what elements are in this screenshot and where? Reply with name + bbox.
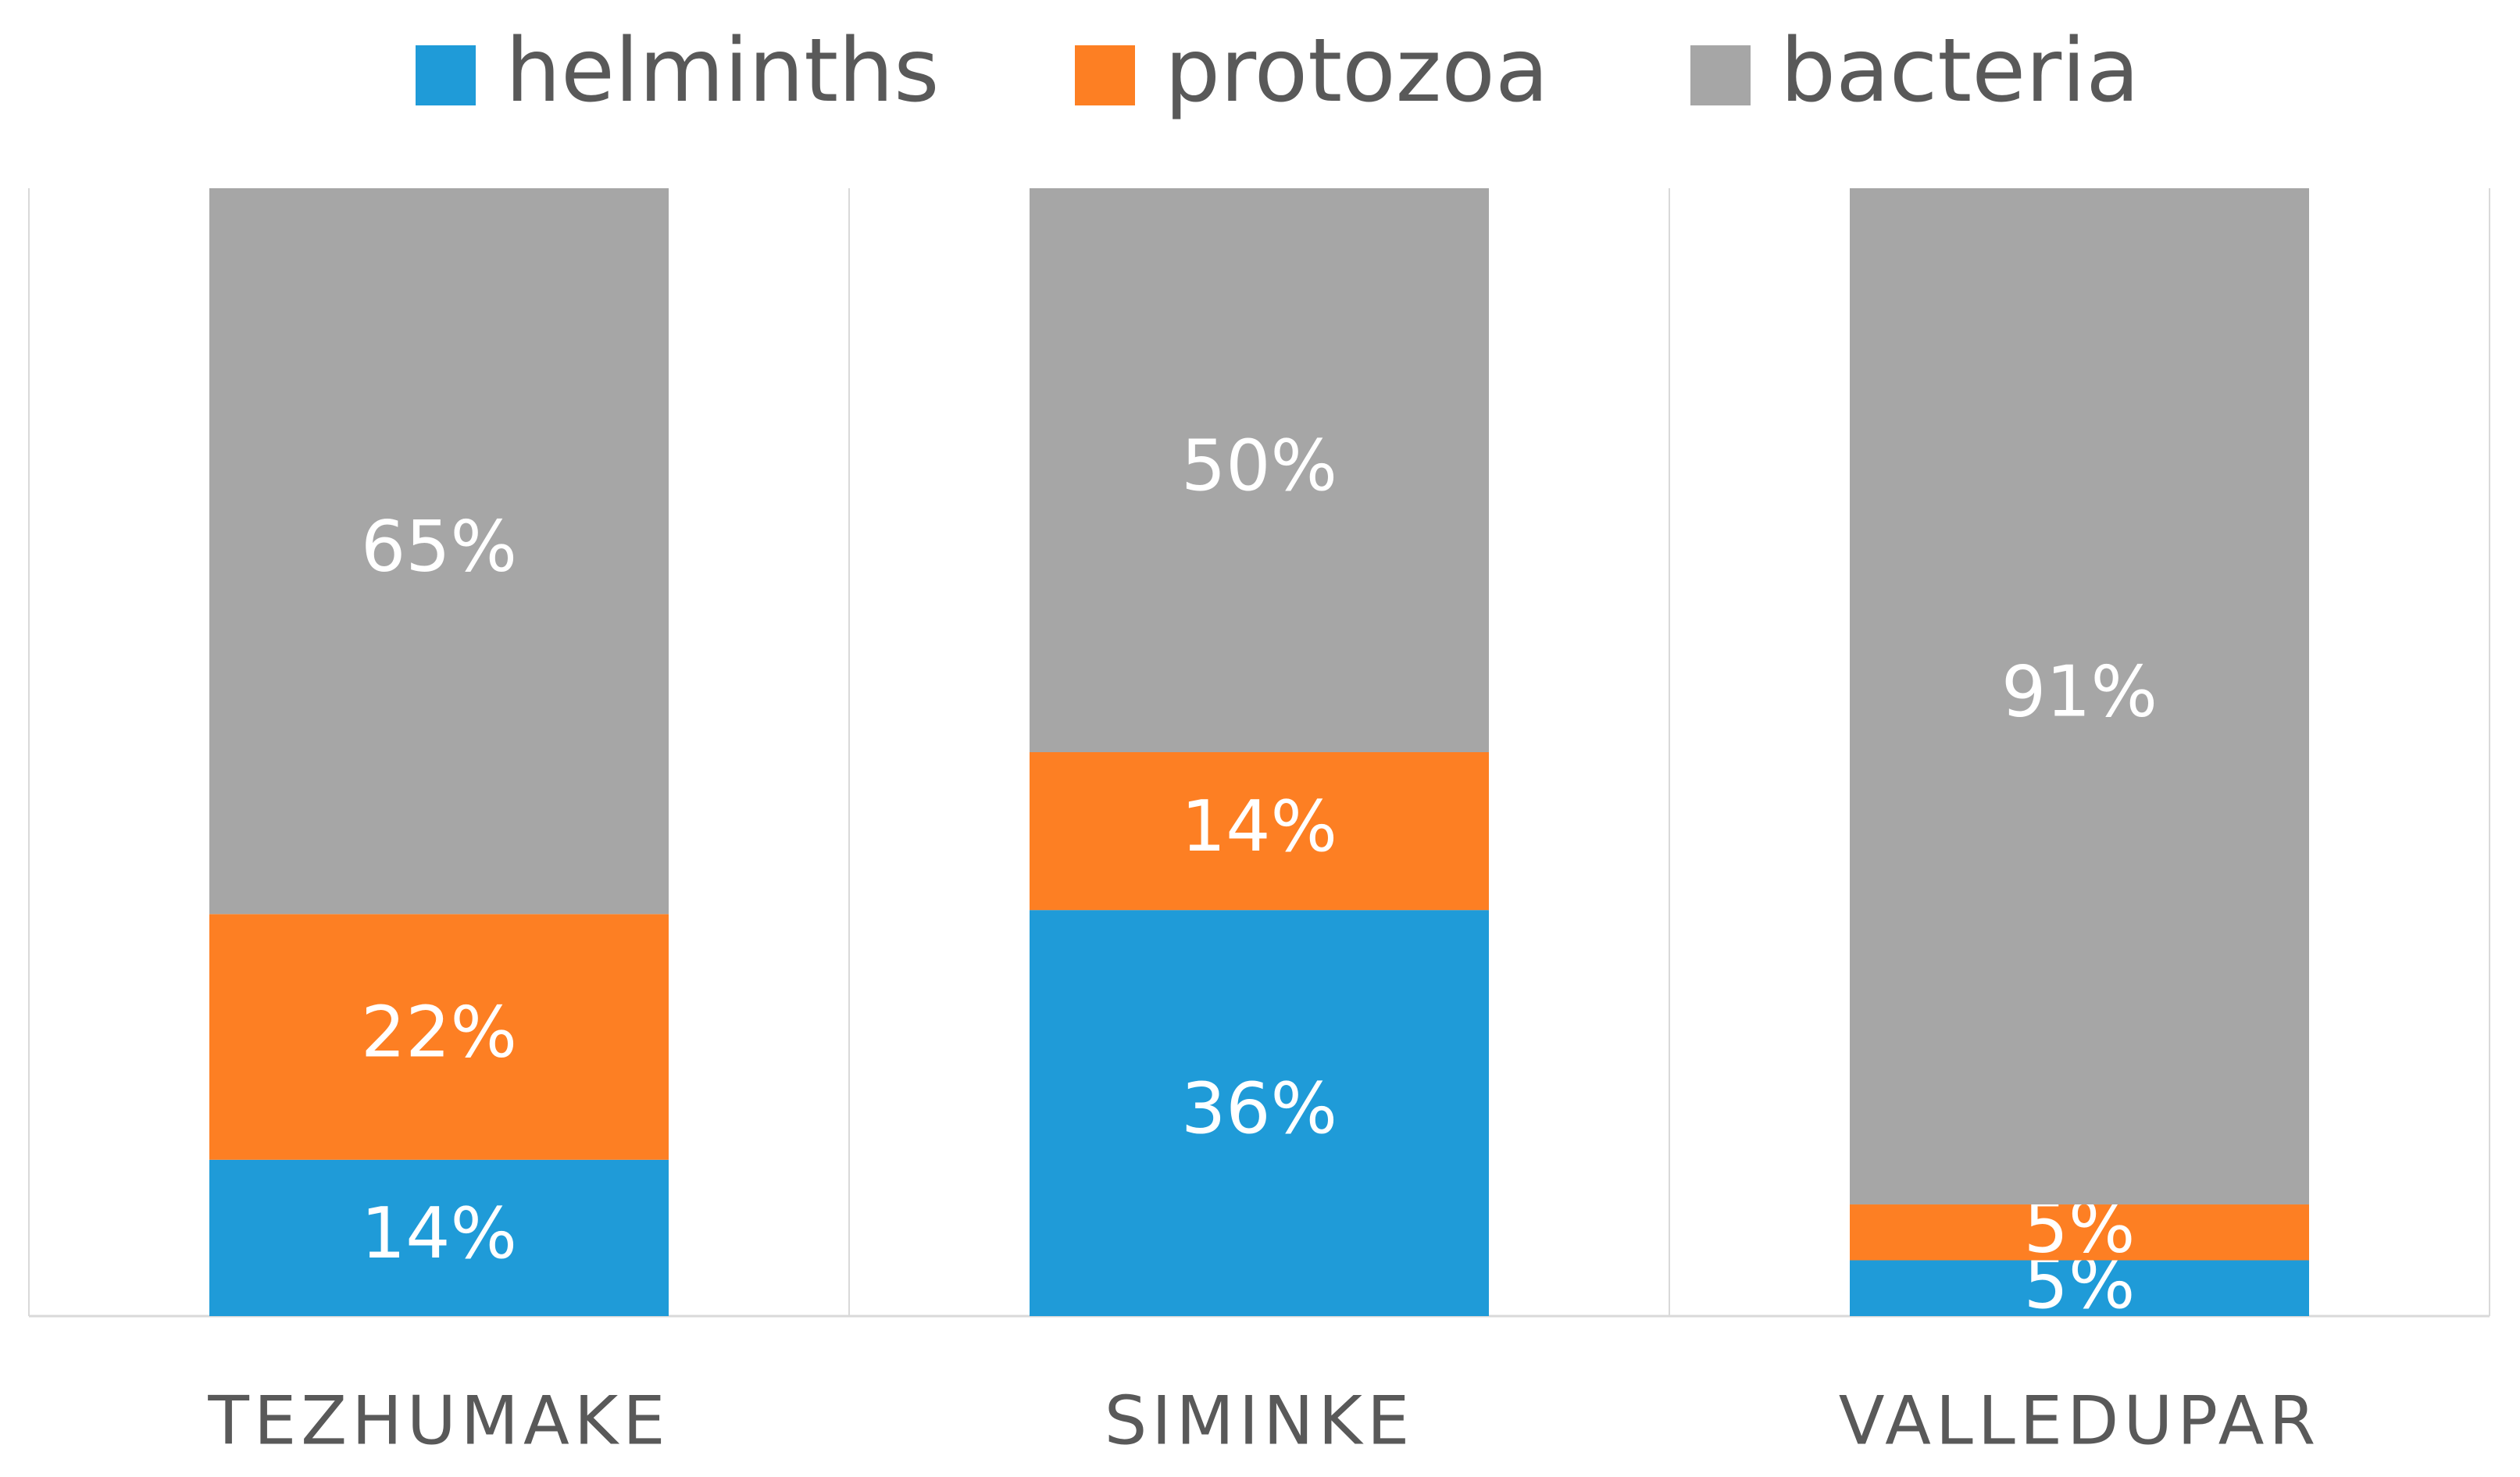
data-label: 91%: [2001, 651, 2158, 733]
legend-label: protozoa: [1165, 20, 1549, 122]
x-tick-label: VALLEDUPAR: [1839, 1382, 2320, 1460]
data-label: 50%: [1181, 425, 1337, 507]
legend-label: bacteria: [1780, 20, 2140, 122]
bar-segment: [209, 914, 669, 1160]
data-label: 14%: [1181, 786, 1337, 868]
x-tick-label: SIMINKE: [1105, 1382, 1415, 1460]
bar-segment: [1850, 1204, 2309, 1261]
bar-segment: [1850, 188, 2309, 1205]
x-tick-label: TEZHUMAKE: [207, 1382, 669, 1460]
legend-swatch: [1690, 45, 1751, 105]
bar-segment: [209, 1159, 669, 1316]
bar-segment: [1850, 1260, 2309, 1316]
legend-swatch: [416, 45, 476, 105]
legend-label: helminths: [505, 20, 939, 122]
legend-swatch: [1075, 45, 1135, 105]
data-label: 14%: [361, 1193, 517, 1275]
bar-segment: [1030, 910, 1489, 1316]
bar-segment: [1030, 752, 1489, 911]
bar-segment: [1030, 188, 1489, 752]
data-label: 22%: [361, 991, 517, 1073]
bar-segment: [209, 188, 669, 915]
data-label: 65%: [361, 506, 517, 588]
data-label: 36%: [1181, 1068, 1337, 1150]
